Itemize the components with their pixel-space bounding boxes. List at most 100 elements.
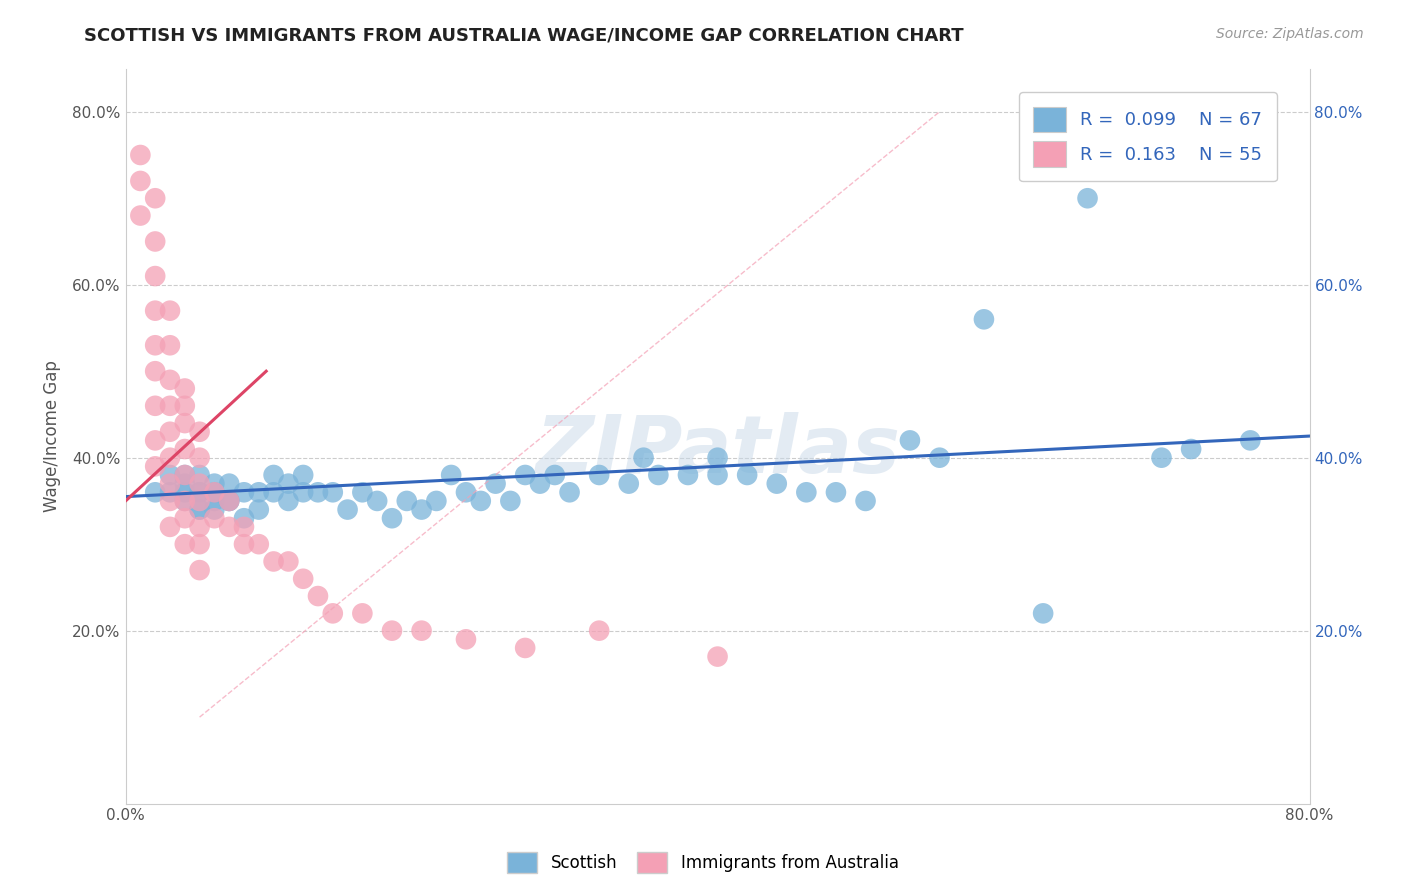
Point: [529, 476, 551, 491]
Point: [143, 303, 166, 318]
Point: [188, 520, 211, 534]
Point: [188, 502, 211, 516]
Point: [544, 467, 567, 482]
Point: [188, 476, 211, 491]
Point: [173, 537, 195, 551]
Point: [395, 494, 418, 508]
Point: [765, 476, 787, 491]
Point: [292, 467, 315, 482]
Point: [1180, 442, 1202, 456]
Point: [366, 494, 388, 508]
Point: [233, 520, 256, 534]
Point: [352, 485, 374, 500]
Point: [247, 502, 270, 516]
Point: [352, 607, 374, 621]
Point: [676, 467, 699, 482]
Y-axis label: Wage/Income Gap: Wage/Income Gap: [44, 360, 60, 512]
Point: [173, 494, 195, 508]
Point: [247, 537, 270, 551]
Point: [1032, 607, 1054, 621]
Point: [322, 485, 344, 500]
Point: [1239, 434, 1261, 448]
Point: [173, 511, 195, 525]
Point: [233, 537, 256, 551]
Point: [143, 338, 166, 352]
Point: [143, 399, 166, 413]
Point: [1150, 450, 1173, 465]
Point: [159, 485, 181, 500]
Point: [143, 191, 166, 205]
Point: [159, 399, 181, 413]
Point: [499, 494, 522, 508]
Point: [588, 624, 610, 638]
Text: Source: ZipAtlas.com: Source: ZipAtlas.com: [1216, 27, 1364, 41]
Point: [515, 467, 537, 482]
Text: SCOTTISH VS IMMIGRANTS FROM AUSTRALIA WAGE/INCOME GAP CORRELATION CHART: SCOTTISH VS IMMIGRANTS FROM AUSTRALIA WA…: [84, 27, 965, 45]
Point: [411, 502, 433, 516]
Point: [143, 364, 166, 378]
Point: [277, 554, 299, 568]
Point: [706, 450, 728, 465]
Point: [515, 640, 537, 655]
Point: [143, 459, 166, 474]
Point: [159, 373, 181, 387]
Point: [173, 476, 195, 491]
Point: [588, 467, 610, 482]
Point: [336, 502, 359, 516]
Point: [233, 485, 256, 500]
Point: [173, 382, 195, 396]
Point: [218, 494, 240, 508]
Point: [143, 485, 166, 500]
Point: [129, 148, 152, 162]
Point: [292, 572, 315, 586]
Point: [322, 607, 344, 621]
Point: [381, 624, 404, 638]
Point: [188, 450, 211, 465]
Point: [928, 450, 950, 465]
Point: [247, 485, 270, 500]
Point: [218, 494, 240, 508]
Point: [159, 520, 181, 534]
Point: [233, 511, 256, 525]
Point: [202, 485, 225, 500]
Point: [307, 589, 329, 603]
Point: [188, 502, 211, 516]
Point: [647, 467, 669, 482]
Point: [825, 485, 848, 500]
Point: [159, 450, 181, 465]
Point: [188, 485, 211, 500]
Point: [173, 485, 195, 500]
Point: [188, 485, 211, 500]
Point: [143, 235, 166, 249]
Point: [484, 476, 506, 491]
Point: [173, 416, 195, 430]
Point: [173, 494, 195, 508]
Point: [292, 485, 315, 500]
Point: [202, 502, 225, 516]
Point: [277, 494, 299, 508]
Legend: R =  0.099    N = 67, R =  0.163    N = 55: R = 0.099 N = 67, R = 0.163 N = 55: [1019, 92, 1277, 181]
Point: [617, 476, 640, 491]
Point: [143, 434, 166, 448]
Point: [263, 467, 285, 482]
Point: [454, 632, 477, 647]
Point: [159, 425, 181, 439]
Point: [188, 537, 211, 551]
Point: [218, 520, 240, 534]
Point: [973, 312, 995, 326]
Point: [706, 467, 728, 482]
Point: [381, 511, 404, 525]
Point: [129, 209, 152, 223]
Point: [307, 485, 329, 500]
Point: [454, 485, 477, 500]
Point: [159, 476, 181, 491]
Point: [143, 269, 166, 284]
Point: [218, 476, 240, 491]
Point: [425, 494, 447, 508]
Point: [188, 467, 211, 482]
Point: [558, 485, 581, 500]
Point: [202, 476, 225, 491]
Point: [898, 434, 921, 448]
Legend: Scottish, Immigrants from Australia: Scottish, Immigrants from Australia: [501, 846, 905, 880]
Point: [173, 467, 195, 482]
